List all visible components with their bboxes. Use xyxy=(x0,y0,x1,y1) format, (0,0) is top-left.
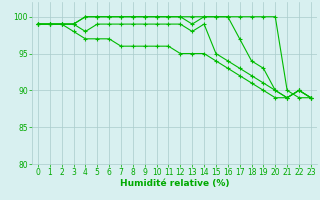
X-axis label: Humidité relative (%): Humidité relative (%) xyxy=(120,179,229,188)
